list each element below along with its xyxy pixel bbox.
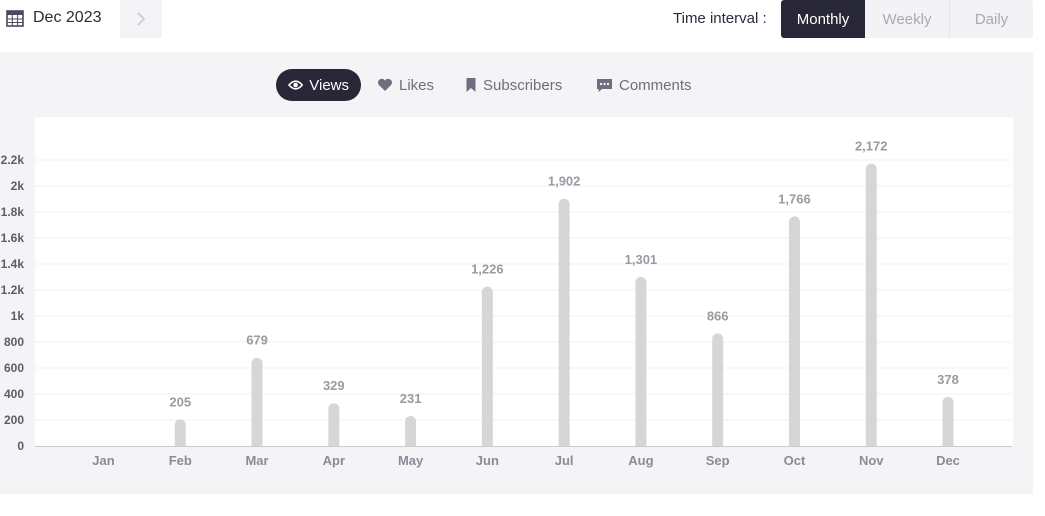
y-tick-label: 1.8k	[1, 205, 25, 219]
bar[interactable]	[635, 276, 647, 446]
interval-weekly-button[interactable]: Weekly	[865, 0, 950, 38]
bar[interactable]	[174, 419, 186, 446]
x-tick-label: Feb	[169, 453, 192, 468]
y-tick-label: 2.2k	[1, 153, 25, 167]
data-labels: 205 679 329 231 1,226 1,902 1,301 866 1,766 2,172…	[169, 139, 958, 410]
date-label: Dec 2023	[33, 9, 102, 26]
comment-icon	[597, 78, 612, 92]
interval-monthly-button[interactable]: Monthly	[781, 0, 865, 38]
y-tick-label: 800	[4, 335, 24, 349]
x-tick-label: Jul	[555, 453, 574, 468]
y-tick-label: 0	[17, 439, 24, 453]
x-tick-label: Oct	[784, 453, 806, 468]
y-tick-label: 1.4k	[1, 257, 25, 271]
chevron-right-icon	[137, 12, 146, 26]
heart-icon	[378, 78, 392, 91]
bar[interactable]	[405, 415, 417, 446]
date-picker[interactable]: Dec 2023	[6, 0, 102, 36]
x-tick-label: Jan	[92, 453, 114, 468]
top-bar: Dec 2023 Time interval : Monthly Weekly …	[0, 0, 1045, 38]
tab-views[interactable]: Views	[276, 69, 361, 101]
x-tick-label: Apr	[323, 453, 345, 468]
data-label: 866	[707, 308, 729, 323]
x-tick-label: Dec	[936, 453, 960, 468]
y-axis-ticks: 0 200 400 600 800 1k 1.2k 1.4k 1.6k 1.8k 2k 2.2k	[1, 153, 25, 453]
x-axis-ticks: Jan Feb Mar Apr May Jun Jul Aug Sep Oct Nov Dec	[92, 453, 960, 468]
tab-likes-label: Likes	[399, 76, 435, 94]
eye-icon	[288, 80, 304, 90]
data-label: 2,172	[855, 139, 888, 154]
y-tick-label: 200	[4, 413, 24, 427]
y-tick-label: 1k	[11, 309, 25, 323]
tab-subscribers-label: Subscribers	[483, 76, 563, 94]
tab-comments[interactable]: Comments	[596, 69, 692, 101]
x-tick-label: Sep	[706, 453, 730, 468]
bookmark-icon	[466, 78, 476, 92]
interval-daily-button[interactable]: Daily	[950, 0, 1033, 38]
bar[interactable]	[328, 403, 340, 446]
y-tick-label: 1.2k	[1, 283, 25, 297]
bar[interactable]	[558, 198, 570, 446]
bar[interactable]	[942, 396, 954, 446]
data-label: 1,301	[625, 252, 658, 267]
y-tick-label: 400	[4, 387, 24, 401]
y-tick-label: 1.6k	[1, 231, 25, 245]
chart-card	[35, 117, 1013, 447]
data-label: 1,766	[778, 191, 811, 206]
data-label: 679	[246, 333, 268, 348]
bar[interactable]	[712, 333, 724, 446]
grid-lines	[35, 159, 1012, 421]
bar[interactable]	[788, 216, 800, 446]
x-tick-label: Aug	[628, 453, 653, 468]
tab-likes[interactable]: Likes	[377, 69, 434, 101]
data-label: 205	[169, 394, 191, 409]
bars	[174, 163, 954, 446]
data-label: 1,902	[548, 174, 581, 189]
x-tick-label: Mar	[245, 453, 268, 468]
data-label: 231	[400, 391, 422, 406]
bar[interactable]	[865, 163, 877, 446]
y-tick-label: 600	[4, 361, 24, 375]
time-interval-label: Time interval :	[673, 10, 767, 27]
tab-subscribers[interactable]: Subscribers	[465, 69, 562, 101]
data-label: 1,226	[471, 262, 504, 277]
y-tick-label: 2k	[11, 179, 25, 193]
tab-comments-label: Comments	[619, 76, 692, 94]
next-month-button[interactable]	[120, 0, 162, 38]
x-tick-label: Nov	[859, 453, 884, 468]
bar[interactable]	[251, 357, 263, 446]
tab-views-label: Views	[309, 76, 349, 94]
calendar-icon	[6, 10, 24, 27]
data-label: 329	[323, 378, 345, 393]
bar[interactable]	[481, 286, 493, 446]
x-tick-label: May	[398, 453, 424, 468]
data-label: 378	[937, 372, 959, 387]
x-tick-label: Jun	[476, 453, 499, 468]
